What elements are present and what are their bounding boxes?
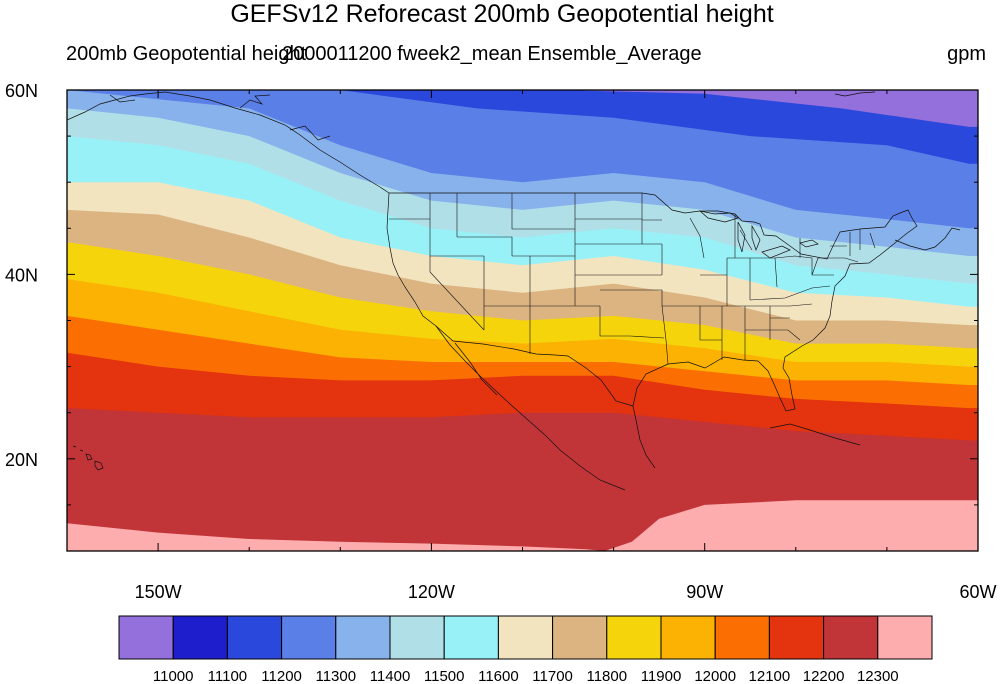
- colorbar-swatch: [226, 615, 283, 660]
- units-label: gpm: [947, 43, 986, 65]
- run-info-label: 2000011200 fweek2_mean Ensemble_Average: [282, 43, 702, 65]
- colorbar-level-label: 11300: [315, 668, 356, 684]
- colorbar-level-label: 11200: [261, 668, 302, 684]
- contour-fill-layer: [67, 90, 978, 551]
- lat-tick-label: 40N: [5, 265, 38, 285]
- colorbar-level-label: 11900: [641, 668, 682, 684]
- mexico-coastline: [435, 325, 656, 491]
- cuba-coastline: [769, 423, 861, 446]
- colorbar-swatch: [714, 615, 770, 660]
- colorbar-level-label: 11000: [153, 668, 194, 684]
- colorbar-level-label: 12100: [749, 668, 791, 684]
- colorbar-swatch: [497, 615, 554, 660]
- colorbar-level-label: 12300: [857, 668, 899, 684]
- colorbar-swatch: [660, 615, 716, 660]
- lon-tick-label: 60W: [959, 582, 996, 602]
- colorbar-swatch: [389, 615, 445, 660]
- colorbar-swatch: [172, 615, 228, 660]
- colorbar-swatch: [877, 615, 933, 660]
- map-title: GEFSv12 Reforecast 200mb Geopotential he…: [230, 0, 774, 28]
- canada-coastline: [67, 91, 961, 251]
- great-lakes: [698, 210, 819, 259]
- colorbar-level-label: 11700: [532, 668, 573, 684]
- variable-label: 200mb Geopotential height: [66, 43, 307, 65]
- colorbar-swatch: [606, 615, 662, 660]
- land-outlines: [67, 91, 961, 491]
- lat-tick-label: 20N: [5, 450, 38, 470]
- lat-tick-label: 60N: [5, 81, 38, 101]
- colorbar-swatch: [281, 615, 337, 660]
- colorbar: 11000 11100 11200 11300 11400 11500 11600 11700…: [118, 615, 933, 684]
- colorbar-swatch: [335, 615, 391, 660]
- lon-tick-label: 120W: [408, 582, 455, 602]
- colorbar-swatch: [118, 615, 174, 660]
- hawaii-islands: [72, 445, 104, 471]
- colorbar-swatch: [823, 615, 879, 660]
- state-borders: [389, 193, 876, 365]
- colorbar-level-label: 11800: [586, 668, 627, 684]
- band-above-12300: [67, 500, 978, 551]
- colorbar-level-label: 11100: [208, 668, 248, 684]
- axis-ticks: [66, 89, 979, 552]
- lon-tick-label: 150W: [135, 582, 182, 602]
- lon-tick-label: 90W: [686, 582, 723, 602]
- colorbar-level-label: 12200: [803, 668, 845, 684]
- colorbar-swatch: [443, 615, 499, 660]
- colorbar-swatch: [768, 615, 825, 660]
- colorbar-swatch: [552, 615, 608, 660]
- usa-coastline: [386, 192, 918, 412]
- axis-labels: 150W 120W 90W 60W 60N 40N 20N: [5, 81, 997, 602]
- colorbar-level-label: 12000: [694, 668, 736, 684]
- colorbar-level-label: 11600: [478, 668, 519, 684]
- colorbar-level-label: 11500: [424, 668, 465, 684]
- colorbar-level-label: 11400: [370, 668, 411, 684]
